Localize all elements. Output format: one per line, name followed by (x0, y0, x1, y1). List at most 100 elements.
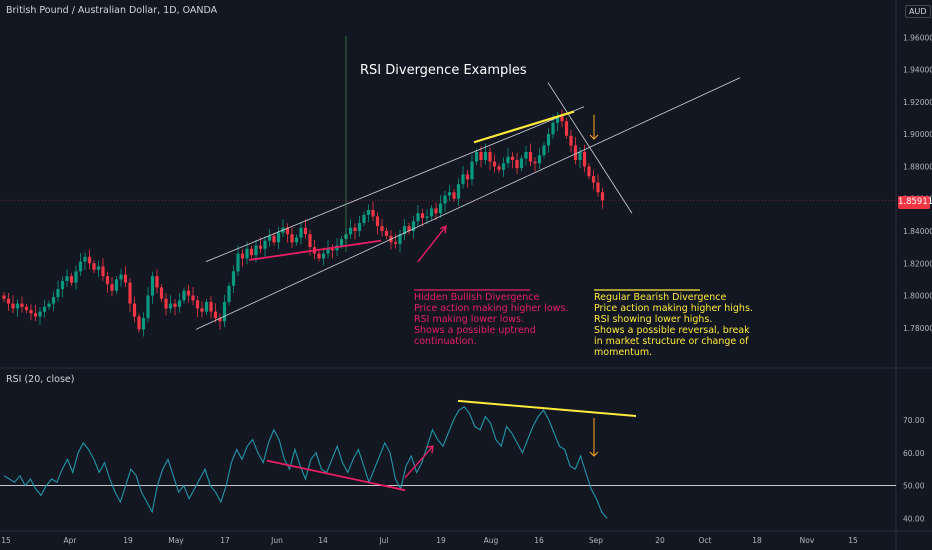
time-tick-label: 15 (1, 536, 11, 545)
rsi-lower-highs-line (457, 399, 637, 417)
bearish-note-line: momentum. (594, 347, 653, 358)
candle-body (452, 192, 456, 199)
candle-body (587, 166, 591, 177)
indicator-title: RSI (20, close) (6, 374, 75, 385)
time-tick-label: Nov (800, 536, 815, 545)
candle-body (555, 116, 560, 123)
candle-body (209, 301, 213, 312)
candle-body (443, 195, 447, 204)
candle-body (101, 266, 105, 277)
candle-body (78, 261, 83, 272)
candle-body (551, 122, 555, 135)
candle-body (11, 303, 15, 309)
bearish-note-line: Shows a possible reversal, break (594, 325, 750, 336)
candle-body (258, 245, 263, 249)
rsi-bullish-arrow (404, 445, 434, 479)
breakdown-trendline (547, 82, 633, 214)
candle-body (380, 226, 384, 231)
bearish-note-line: in market structure or change of (594, 336, 749, 347)
price-tick-label: 1.80000 (903, 292, 932, 301)
candle-body (456, 184, 461, 199)
candle-body (384, 230, 389, 236)
rsi-bullish-arrowhead (426, 445, 434, 454)
channel-lower-line (195, 77, 741, 330)
candle-body (528, 151, 533, 162)
currency-badge[interactable]: AUD (905, 5, 931, 18)
candle-body (96, 266, 101, 270)
candle-body (519, 158, 524, 169)
candle-body (479, 151, 483, 160)
candle-body (483, 151, 488, 160)
candle-body (6, 298, 11, 304)
candle-body (357, 222, 362, 231)
candle-body (393, 242, 398, 244)
candle-body (290, 234, 294, 243)
time-tick-label: Aug (484, 536, 499, 545)
candle-body (137, 316, 141, 330)
candle-body (537, 155, 542, 164)
bullish-note-line: Price action making higher lows. (414, 303, 569, 314)
candle-body (317, 253, 321, 259)
candle-body (501, 163, 506, 170)
candle-body (470, 161, 474, 180)
candle-body (299, 227, 303, 238)
candle-body (321, 253, 326, 259)
candle-body (546, 134, 551, 146)
time-tick-label: 19 (436, 536, 446, 545)
bullish-note-line: Shows a possible uptrend (414, 325, 536, 336)
candle-body (29, 310, 33, 314)
candle-body (254, 245, 258, 256)
bearish-arrowhead (589, 134, 599, 140)
candle-body (591, 176, 596, 183)
candle-body (582, 151, 587, 167)
higher-lows-line (248, 239, 382, 261)
bearish-note-line: RSI showing lower highs. (594, 314, 713, 325)
candle-body (461, 174, 465, 185)
candle-body (348, 227, 353, 235)
candle-body (245, 248, 249, 259)
candle-body (272, 235, 276, 243)
candle-body (87, 256, 92, 264)
candle-body (146, 295, 150, 319)
candle-body (533, 161, 537, 164)
candle-body (173, 303, 177, 307)
candle-body (366, 210, 371, 215)
candle-body (168, 303, 173, 309)
time-tick-label: Jun (270, 536, 283, 545)
candle-body (411, 221, 416, 231)
candle-body (425, 216, 429, 219)
candle-body (20, 303, 24, 307)
candle-body (560, 116, 564, 122)
time-tick-label: 16 (534, 536, 544, 545)
candle-body (123, 274, 128, 283)
candle-body (155, 276, 159, 288)
candle-body (294, 237, 299, 243)
candle-body (569, 135, 573, 146)
candle-body (110, 284, 114, 291)
candle-body (407, 226, 411, 231)
candle-body (204, 301, 209, 312)
time-tick-label: 20 (655, 536, 665, 545)
candle-body (132, 303, 137, 317)
bullish-note-line: continuation. (414, 336, 477, 347)
candle-body (596, 182, 600, 193)
candle-body (506, 156, 510, 164)
price-tick-label: 1.94000 (903, 66, 932, 75)
candle-body (15, 303, 20, 309)
time-tick-label: Apr (64, 536, 78, 545)
candle-body (159, 287, 164, 299)
price-tick-label: 1.88000 (903, 162, 932, 171)
candle-body (438, 203, 443, 214)
candle-body (2, 295, 6, 299)
time-tick-label: 15 (848, 536, 858, 545)
time-tick-label: 17 (220, 536, 230, 545)
candle-body (51, 297, 56, 304)
candle-body (150, 276, 155, 296)
time-tick-label: Oct (699, 536, 712, 545)
candle-body (56, 289, 60, 298)
last-price-label: 1.85911 (898, 196, 932, 209)
candle-body (474, 151, 479, 162)
candle-body (353, 227, 357, 231)
time-tick-label: 19 (123, 536, 133, 545)
candle-body (573, 145, 578, 160)
